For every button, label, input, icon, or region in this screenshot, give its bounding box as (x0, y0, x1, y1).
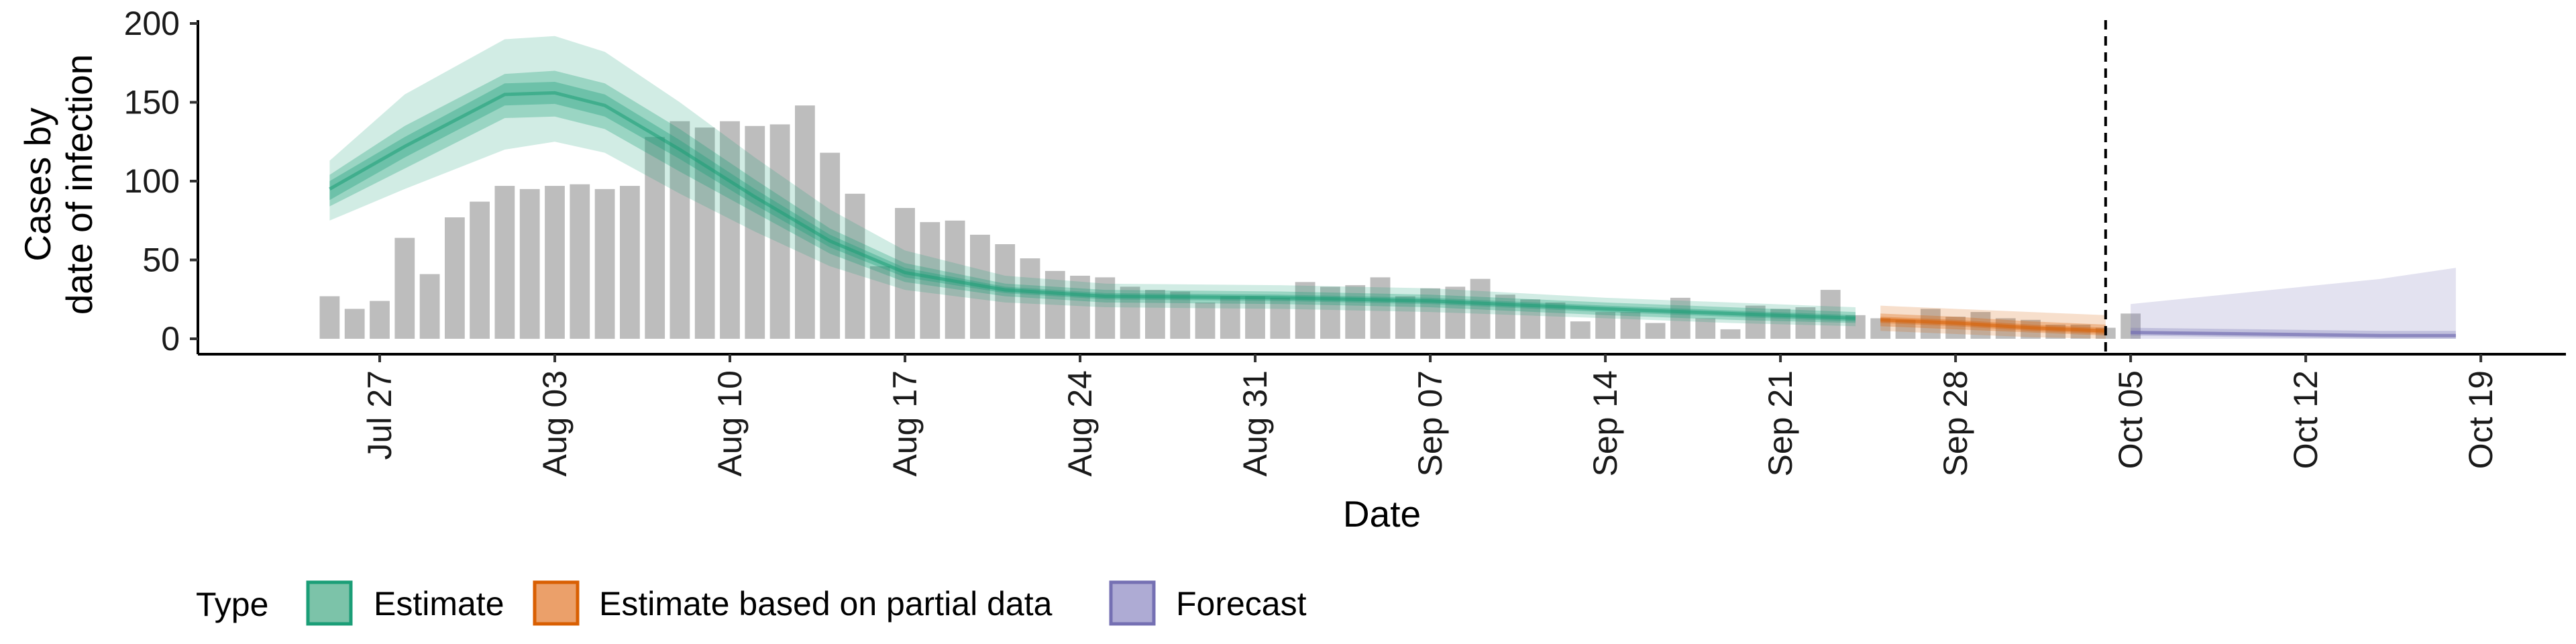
bar (620, 186, 640, 339)
ribbons-layer (329, 36, 2456, 339)
bar (594, 189, 615, 339)
bar (1470, 278, 1491, 339)
bar (1945, 317, 1966, 339)
bar (1695, 318, 1716, 339)
bar (1245, 296, 1265, 339)
bar (1595, 312, 1615, 339)
bar (370, 301, 390, 339)
bar (1270, 297, 1291, 339)
bar (845, 193, 865, 339)
legend-label-partial: Estimate based on partial data (599, 585, 1053, 623)
legend: Type Estimate Estimate based on partial … (196, 580, 1307, 626)
bar (1044, 270, 1065, 339)
estimate-band-50 (329, 70, 1856, 323)
bar (419, 274, 440, 339)
bar (2121, 313, 2141, 339)
x-tick-label: Aug 24 (1061, 370, 1099, 476)
x-tick-label: Oct 05 (2112, 370, 2149, 469)
bar (1070, 276, 1090, 339)
estimate-based-on-partial-data-band-90 (1880, 305, 2106, 339)
y-axis-title-line-1: Cases by (17, 107, 58, 262)
bar (394, 237, 415, 339)
bar (1220, 296, 1240, 339)
legend-title: Type (196, 586, 268, 623)
bar (1895, 319, 1916, 339)
y-axis-ticks: 0 50 100 150 200 (124, 5, 198, 358)
bar (820, 152, 841, 339)
x-tick-label: Aug 10 (711, 370, 749, 476)
bar (920, 222, 941, 339)
bar (545, 186, 565, 339)
x-tick-label: Jul 27 (361, 370, 398, 460)
bar (1495, 294, 1515, 339)
bar (494, 186, 515, 339)
bar (1195, 302, 1216, 339)
bar (1295, 282, 1316, 339)
bar (1370, 277, 1391, 339)
y-tick-label: 100 (124, 162, 180, 200)
estimate-band-90 (329, 36, 1856, 327)
x-tick-label: Sep 14 (1587, 370, 1624, 476)
bar (1095, 277, 1116, 339)
bar (720, 121, 740, 339)
estimate-based-on-partial-data-median-line (1880, 318, 2106, 333)
estimate-median-line (329, 91, 1856, 320)
x-tick-label: Oct 19 (2462, 370, 2500, 469)
bar (1570, 321, 1591, 339)
bar (1995, 318, 2016, 339)
y-tick-label: 50 (142, 241, 180, 279)
legend-swatch-forecast (1109, 580, 1156, 626)
bar (470, 201, 490, 339)
bar (570, 184, 590, 339)
x-tick-label: Aug 31 (1236, 370, 1274, 476)
legend-label-estimate: Estimate (374, 585, 504, 623)
bar (645, 137, 665, 339)
y-axis-title: Cases by date of infection (17, 54, 100, 315)
forecast-median-line (2131, 331, 2456, 337)
x-axis-title: Date (1343, 493, 1421, 535)
bar (669, 121, 690, 339)
bar (1170, 291, 1191, 339)
forecast-band-90 (2131, 268, 2456, 339)
bar (344, 309, 365, 339)
bar (1820, 290, 1841, 339)
bar (1320, 286, 1340, 339)
x-tick-label: Aug 17 (886, 370, 924, 476)
x-tick-label: Oct 12 (2287, 370, 2324, 469)
bar (319, 296, 340, 339)
bar (1645, 323, 1666, 339)
bar (1345, 285, 1366, 339)
bar (1445, 286, 1466, 339)
bar (869, 266, 890, 339)
bar (1020, 258, 1040, 339)
y-tick-label: 150 (124, 84, 180, 121)
bar (1420, 288, 1440, 339)
bar (745, 125, 765, 339)
y-tick-label: 0 (161, 320, 180, 358)
bar (1720, 329, 1741, 339)
bar (1745, 305, 1766, 339)
legend-swatch-estimate (306, 580, 353, 626)
bar (1795, 307, 1816, 339)
bar (445, 217, 465, 339)
bar (769, 124, 790, 339)
y-axis-title-line-2: date of infection (58, 54, 100, 315)
bar (1395, 296, 1415, 339)
bar (1670, 297, 1690, 339)
bar (1620, 312, 1641, 339)
y-tick-label: 200 (124, 5, 180, 42)
legend-swatch-partial (533, 580, 580, 626)
x-tick-label: Sep 07 (1411, 370, 1449, 476)
bar (519, 189, 540, 339)
x-axis-ticks: Jul 27 Aug 03 Aug 10 Aug 17 Aug 24 Aug 31 Sep … (361, 354, 2500, 476)
x-tick-label: Sep 28 (1937, 370, 1974, 476)
legend-label-forecast: Forecast (1176, 585, 1307, 623)
x-tick-label: Aug 03 (536, 370, 574, 476)
x-tick-label: Sep 21 (1762, 370, 1799, 476)
bars-layer (319, 105, 2141, 339)
